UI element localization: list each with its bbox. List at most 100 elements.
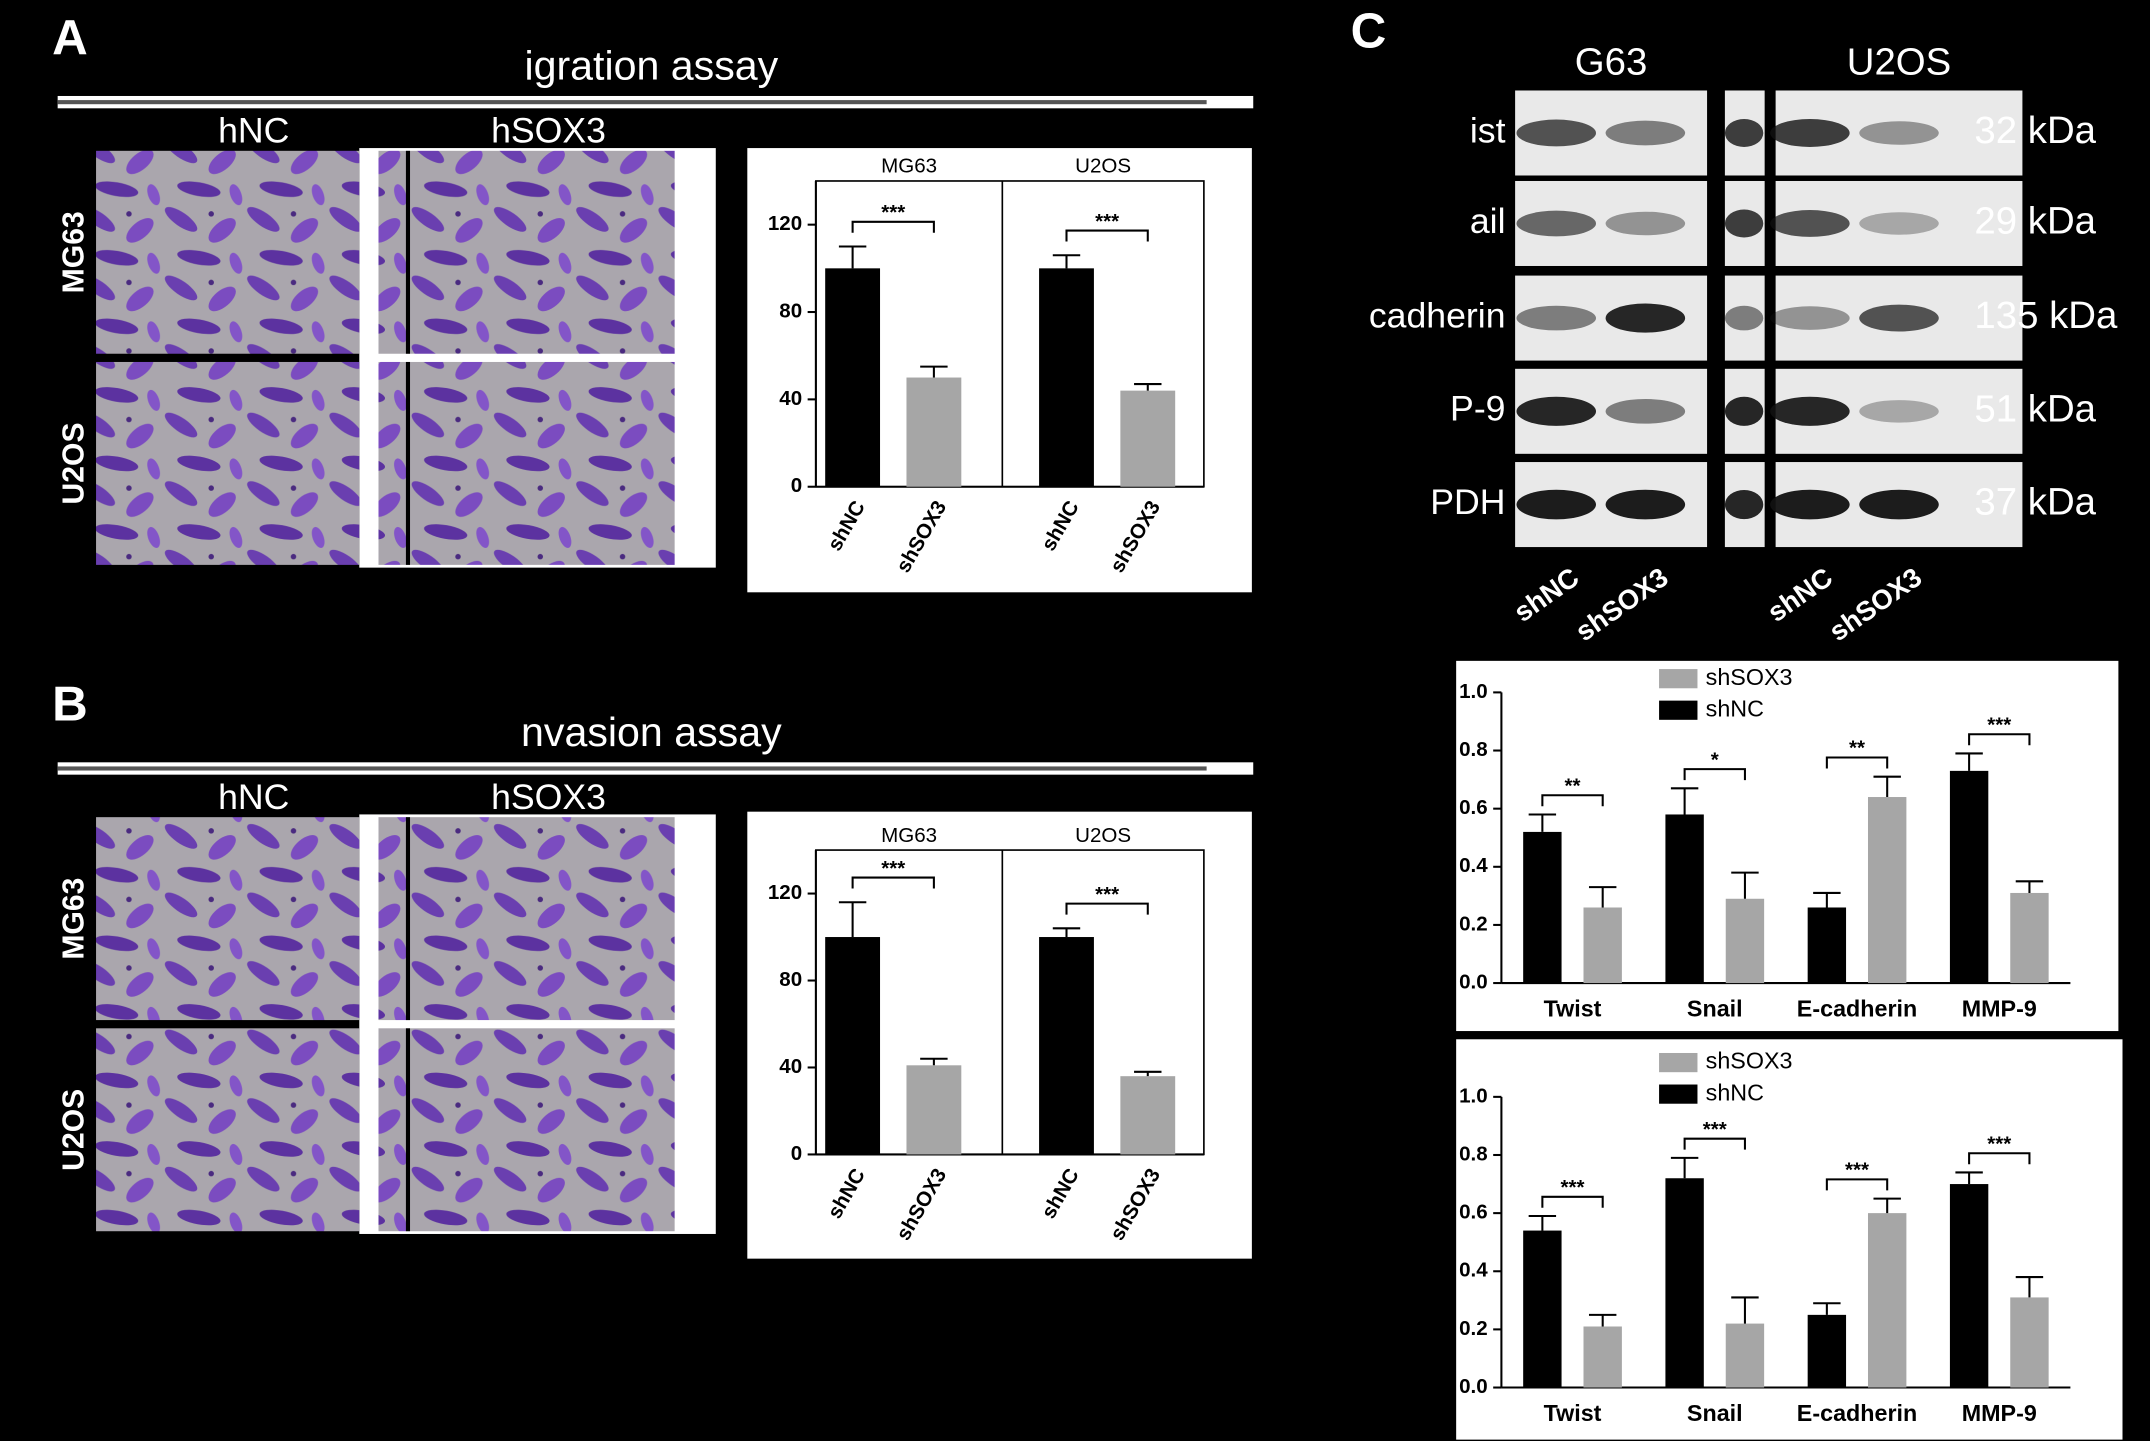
blot-band	[1859, 212, 1939, 235]
significance-bracket	[1968, 1152, 2031, 1165]
y-axis-label: ative pro	[1425, 789, 1451, 886]
micrograph	[378, 150, 675, 354]
significance-label: ***	[1095, 883, 1119, 906]
chart-background	[747, 148, 1252, 593]
panel-title: igration assay	[524, 42, 778, 88]
error-bar	[1873, 775, 1901, 798]
legend-label: shNC	[1706, 1079, 1764, 1105]
divider	[405, 1028, 411, 1232]
significance-label: ***	[1987, 713, 2011, 736]
x-tick-label: E-cadherin	[1797, 1400, 1917, 1426]
panel-label: C	[1351, 3, 1387, 58]
error-bar	[1528, 813, 1557, 832]
significance-label: ***	[1845, 1159, 1869, 1182]
blot-band	[1516, 305, 1597, 331]
bar	[1039, 268, 1094, 487]
significance-label: **	[1849, 737, 1865, 760]
micrograph	[378, 817, 675, 1021]
bar	[1665, 814, 1704, 984]
size-label: 32 kDa	[1974, 109, 2096, 152]
y-tick-label: 0.0	[1459, 970, 1488, 993]
blot-band	[1724, 305, 1764, 331]
error-bar	[1052, 254, 1081, 269]
column-label: hNC	[218, 110, 289, 150]
divider	[405, 361, 411, 565]
blot-band	[1770, 119, 1850, 147]
significance-bracket	[1541, 794, 1604, 807]
error-bar	[1813, 1302, 1841, 1315]
bar	[825, 268, 881, 487]
y-tick-label: 0.2	[1459, 1317, 1488, 1340]
legend-swatch	[1659, 1084, 1698, 1104]
y-tick-label: 1.0	[1459, 680, 1488, 703]
error-bar	[920, 365, 948, 378]
x-tick-label: E-cadherin	[1797, 996, 1917, 1022]
y-tick-label: 80	[779, 299, 802, 322]
y-tick-label: 0	[791, 474, 802, 497]
bar	[825, 937, 881, 1155]
error-bar	[920, 1057, 948, 1066]
blot-band	[1724, 209, 1764, 238]
y-tick-label: 0.0	[1459, 1375, 1488, 1398]
y-tick-label: 40	[779, 387, 802, 410]
error-bar	[1873, 1197, 1901, 1214]
blot-band	[1859, 489, 1939, 520]
blot-band	[1859, 121, 1939, 145]
error-bar	[2015, 1276, 2044, 1298]
legend-label: shNC	[1706, 695, 1764, 721]
group-label: G63	[1575, 41, 1648, 84]
bar	[1523, 1230, 1562, 1388]
chart-background	[1456, 660, 2119, 1032]
error-bar	[1955, 1171, 1983, 1185]
error-bar	[1955, 752, 1983, 771]
x-tick-label: MMP-9	[1962, 1400, 2037, 1426]
significance-bracket	[1683, 1137, 1746, 1150]
blot-band	[1724, 490, 1764, 520]
bar	[1583, 907, 1622, 984]
error-bar	[1052, 927, 1081, 938]
group-label: U2OS	[1847, 41, 1952, 84]
significance-bracket	[1825, 756, 1889, 769]
y-tick-label: 120	[768, 212, 802, 235]
y-tick-label: 0.8	[1459, 1142, 1488, 1165]
panel-label: B	[52, 677, 88, 732]
column-label: hSOX3	[491, 777, 606, 817]
significance-label: ***	[1561, 1176, 1585, 1199]
significance-bracket	[1065, 229, 1149, 242]
significance-label: **	[1565, 774, 1581, 797]
title-rule-inner	[57, 100, 1207, 105]
micrograph	[378, 361, 675, 565]
error-bar	[1813, 891, 1841, 908]
micrograph	[378, 1028, 675, 1232]
significance-label: ***	[1095, 210, 1119, 233]
y-tick-label: 40	[779, 1055, 802, 1078]
facet-title: U2OS	[1075, 824, 1131, 847]
significance-bracket	[1968, 733, 2031, 746]
bar	[1867, 1213, 1907, 1388]
protein-label: ail	[1470, 201, 1506, 241]
bar	[1949, 1184, 1989, 1388]
panel-title: nvasion assay	[521, 709, 782, 755]
significance-label: *	[1711, 748, 1719, 771]
significance-bracket	[1825, 1178, 1889, 1191]
facet-title: MG63	[881, 824, 937, 847]
error-bar	[1731, 1296, 1759, 1324]
bar	[906, 377, 962, 487]
y-tick-label: 80	[779, 968, 802, 991]
micrograph	[96, 361, 360, 565]
row-label: MG63	[57, 878, 90, 960]
y-tick-label: 0	[791, 1142, 802, 1165]
bar	[1583, 1326, 1622, 1388]
error-bar	[1731, 871, 1759, 899]
y-tick-label: 120	[768, 881, 802, 904]
legend-swatch	[1659, 1052, 1698, 1073]
blot-band	[1770, 396, 1850, 426]
blot-band	[1516, 489, 1597, 520]
column-label: hNC	[218, 777, 289, 817]
blot-band	[1859, 304, 1939, 332]
y-tick-label: 0.6	[1459, 796, 1488, 819]
panel-label: A	[52, 10, 88, 65]
significance-label: ***	[881, 201, 905, 224]
size-label: 51 kDa	[1974, 387, 2096, 430]
